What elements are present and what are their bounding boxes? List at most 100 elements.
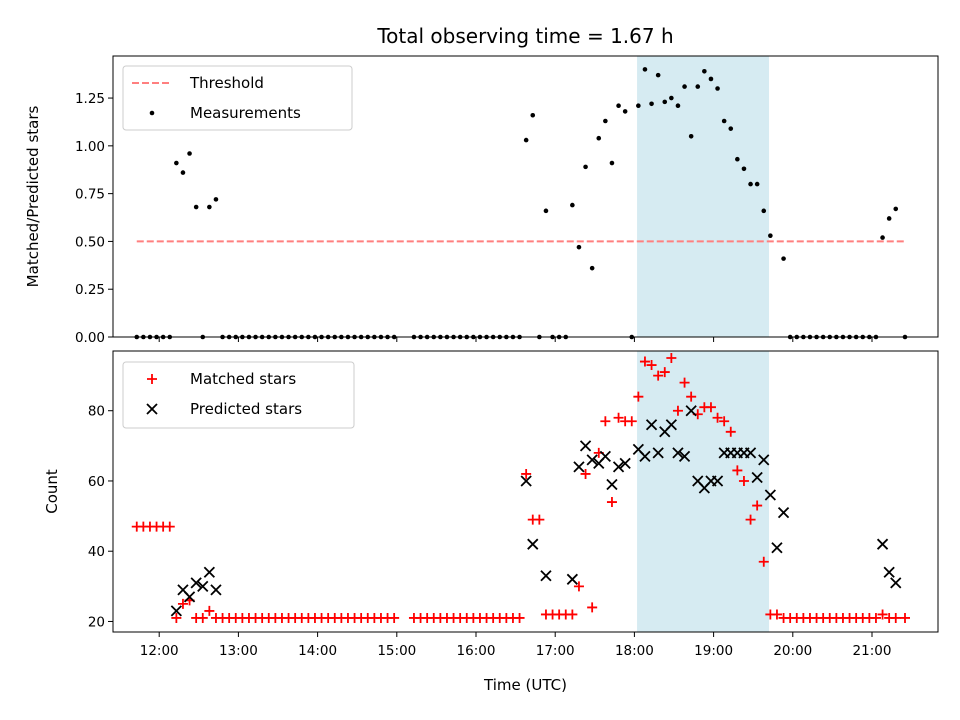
measurement-point (754, 181, 760, 187)
matched-star-point (646, 360, 657, 371)
measurement-point (761, 208, 767, 214)
matched-star-point (626, 416, 637, 427)
x-tick-label: 19:00 (694, 643, 733, 659)
predicted-star-point (652, 447, 664, 459)
measurement-point (622, 109, 628, 114)
y-tick-label: 20 (88, 614, 105, 630)
y-axis-title: Matched/Predicted stars (24, 106, 42, 288)
matched-star-point (870, 612, 881, 623)
predicted-star-point (619, 457, 631, 470)
y-tick-label: 60 (88, 474, 105, 490)
x-tick-label: 20:00 (773, 643, 812, 659)
x-tick-label: 17:00 (536, 643, 575, 659)
measurement-point (768, 233, 773, 238)
predicted-star-point (678, 450, 691, 463)
matched-star-point (171, 612, 182, 623)
measurement-point (886, 216, 892, 221)
axes-frame (112, 350, 939, 633)
measurement-point (728, 126, 734, 131)
matched-star-point (521, 468, 532, 479)
measurement-point (708, 76, 714, 82)
measurement-point (570, 202, 575, 208)
x-tick-label: 18:00 (615, 643, 654, 659)
chart-title: Total observing time = 1.67 h (376, 24, 673, 48)
predicted-star-point (566, 573, 578, 585)
series-plus (131, 353, 910, 623)
matched-star-point (514, 612, 525, 623)
x-tick-label: 15:00 (377, 643, 416, 659)
y-tick-label: 0.75 (75, 187, 105, 203)
predicted-star-point (645, 419, 658, 431)
matched-star-point (639, 356, 650, 367)
measurement-point (781, 256, 786, 261)
predicted-star-point (744, 447, 757, 459)
legend-measurement-marker (149, 110, 155, 116)
y-tick-label: 0.00 (75, 330, 105, 346)
matched-star-point (771, 609, 782, 620)
matched-star-point (204, 605, 215, 616)
measurement-point (669, 95, 674, 101)
legend: Matched stars Predicted stars (122, 361, 355, 429)
predicted-star-point (612, 461, 625, 473)
y-tick-label: 0.25 (75, 282, 105, 298)
measurement-point (187, 151, 192, 156)
predicted-star-point (203, 566, 215, 578)
y-tick-label: 40 (88, 544, 105, 560)
observing-window-span (637, 351, 770, 632)
measurement-point (741, 166, 747, 172)
predicted-star-point (777, 506, 790, 519)
observing-window-span (637, 56, 770, 337)
measurement-point (583, 164, 588, 170)
predicted-star-point (890, 577, 902, 589)
y-tick-label: 80 (88, 404, 105, 420)
measurement-point (880, 235, 885, 240)
matched-star-point (633, 391, 644, 402)
matched-star-point (580, 468, 591, 479)
predicted-star-point (527, 538, 539, 550)
y-axis-title: Count (43, 469, 61, 514)
matched-star-point (758, 556, 769, 567)
matched-star-point (745, 514, 756, 525)
y-tick-label: 1.25 (75, 91, 105, 107)
measurement-point (180, 170, 186, 175)
matched-star-point (164, 521, 175, 532)
measurement-point (603, 118, 608, 124)
matched-star-point (877, 609, 888, 620)
matched-star-point (679, 377, 690, 388)
predicted-star-point (606, 478, 618, 491)
predicted-star-point (197, 580, 209, 592)
matched-star-point (573, 581, 584, 592)
matched-star-point (712, 412, 723, 423)
matched-star-point (653, 370, 664, 381)
predicted-star-point (573, 461, 585, 473)
measurement-point (702, 68, 707, 74)
series-dot (134, 67, 908, 340)
measurement-point (715, 86, 720, 91)
x-tick-label: 21:00 (853, 643, 892, 659)
predicted-star-point (520, 475, 532, 487)
y-tick-label: 1.00 (75, 139, 105, 155)
measurement-point (207, 204, 212, 210)
measurement-point (695, 84, 701, 89)
matched-star-point (725, 426, 736, 437)
measurement-point (735, 156, 740, 162)
measurement-point (721, 118, 727, 124)
measurement-point (589, 265, 595, 271)
measurement-point (193, 204, 199, 210)
predicted-star-point (876, 538, 889, 550)
legend-predicted-marker (146, 403, 158, 415)
matched-star-point (738, 475, 749, 486)
predicted-star-point (639, 450, 651, 463)
measurement-point (688, 133, 694, 139)
y-tick-label: 0.50 (75, 234, 105, 250)
matched-star-point (672, 405, 683, 416)
matched-star-point (900, 612, 910, 623)
measurement-point (609, 160, 615, 166)
measurement-point (662, 99, 668, 105)
matched-star-point (659, 367, 670, 378)
x-tick-label: 12:00 (140, 643, 179, 659)
predicted-star-point (711, 475, 724, 487)
predicted-star-point (672, 447, 684, 459)
predicted-star-point (764, 489, 776, 501)
predicted-star-point (771, 542, 783, 554)
